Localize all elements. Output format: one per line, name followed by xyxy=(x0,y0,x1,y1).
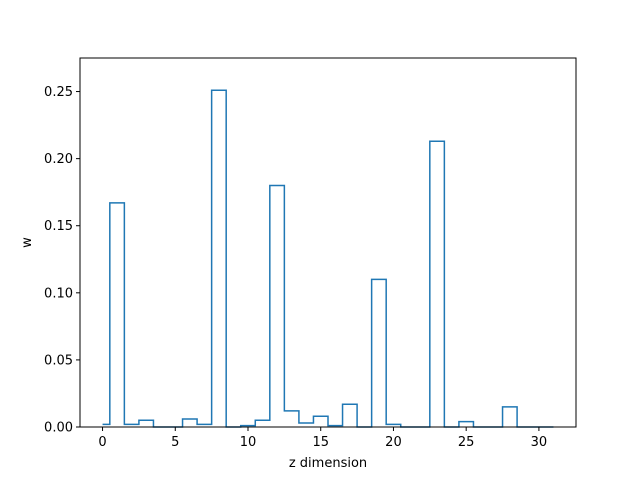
bin-mark xyxy=(139,420,154,427)
y-tick-label: 0.00 xyxy=(44,421,73,436)
y-tick-label: 0.05 xyxy=(44,353,73,368)
bin-mark xyxy=(459,422,474,427)
plot-area xyxy=(80,58,576,427)
bin-mark xyxy=(372,279,387,427)
x-tick-label: 30 xyxy=(531,435,548,450)
x-tick-label: 10 xyxy=(240,435,257,450)
x-tick-label: 25 xyxy=(458,435,475,450)
bin-mark xyxy=(270,185,285,427)
bin-mark xyxy=(255,420,270,427)
bin-mark xyxy=(430,141,445,427)
bin-mark xyxy=(343,404,358,427)
ticks-layer: 0 5 10 15 20 25 30 0.00 0.05 0.10 0.15 0.20 0.25 xyxy=(44,85,547,450)
bin-mark xyxy=(284,411,299,427)
bin-mark xyxy=(503,407,518,427)
bin-mark xyxy=(212,90,227,427)
x-tick-label: 15 xyxy=(312,435,329,450)
x-tick-label: 5 xyxy=(171,435,179,450)
bin-mark xyxy=(183,419,198,427)
x-tick-label: 20 xyxy=(385,435,402,450)
x-axis-label: z dimension xyxy=(289,456,367,471)
y-tick-label: 0.15 xyxy=(44,219,73,234)
x-tick-label: 0 xyxy=(98,435,106,450)
bin-mark xyxy=(299,423,314,427)
y-tick-label: 0.25 xyxy=(44,85,73,100)
y-axis-label: w xyxy=(20,237,35,248)
plot-frame xyxy=(79,57,577,428)
y-tick-label: 0.20 xyxy=(44,152,73,167)
bin-mark xyxy=(313,416,328,427)
y-tick-label: 0.10 xyxy=(44,286,73,301)
bin-mark xyxy=(110,203,125,427)
